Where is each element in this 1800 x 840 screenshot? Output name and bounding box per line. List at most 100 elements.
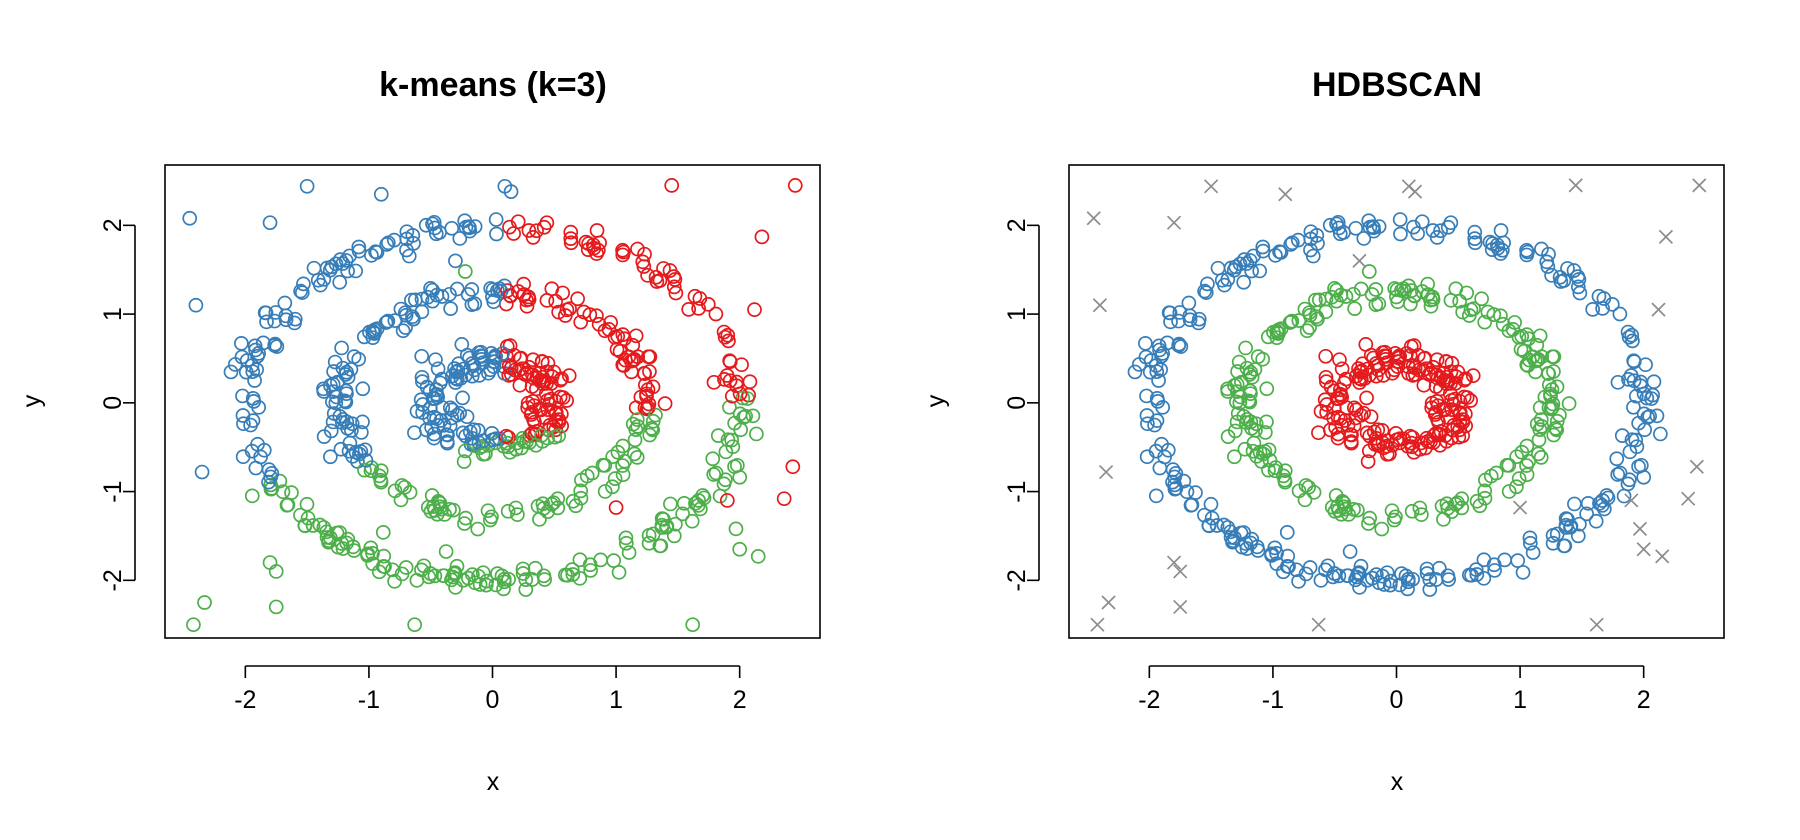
data-point (607, 471, 623, 486)
data-point (502, 288, 518, 303)
data-point (1476, 570, 1492, 586)
data-point (1148, 488, 1164, 504)
data-point (353, 444, 369, 459)
data-point (448, 253, 463, 269)
data-point (1243, 535, 1259, 551)
data-point (1340, 568, 1356, 584)
data-point (1392, 212, 1408, 227)
data-point (429, 387, 445, 403)
data-point (724, 432, 740, 448)
data-point (375, 525, 391, 540)
data-point (1154, 436, 1169, 452)
data-point (1159, 335, 1175, 351)
data-point (1252, 263, 1268, 279)
data-point (1326, 400, 1342, 416)
data-point (1501, 484, 1517, 499)
data-point (1244, 420, 1259, 436)
data-point (1566, 263, 1582, 278)
data-point (1246, 248, 1261, 264)
data-point (1546, 427, 1562, 443)
data-point (398, 560, 414, 575)
data-point (472, 440, 487, 456)
data-point (645, 413, 661, 429)
data-point (1484, 242, 1500, 257)
data-point (1241, 393, 1257, 409)
data-point (279, 497, 295, 513)
data-point (326, 364, 341, 379)
data-point (1531, 432, 1547, 448)
data-point (1250, 349, 1266, 365)
data-point (514, 361, 530, 377)
data-point (419, 379, 435, 395)
data-point (234, 336, 249, 351)
noise-point (1173, 599, 1188, 615)
data-point (1404, 503, 1420, 519)
data-point (488, 577, 504, 593)
data-point (342, 248, 357, 264)
data-point (656, 512, 671, 527)
data-point (1163, 314, 1178, 330)
data-point (306, 260, 322, 276)
data-point (1248, 416, 1264, 432)
data-point (1332, 382, 1348, 398)
data-point (362, 324, 377, 340)
data-point (712, 488, 728, 504)
data-point (1519, 247, 1535, 263)
x-tick-label: 1 (1513, 686, 1527, 714)
data-point (1176, 473, 1192, 489)
data-point (1229, 384, 1245, 399)
data-point (1249, 448, 1265, 464)
data-point (1216, 517, 1232, 533)
data-point (610, 444, 626, 460)
data-point (1258, 425, 1273, 440)
data-point (514, 440, 529, 456)
data-point (1616, 488, 1632, 504)
data-point (1429, 230, 1445, 245)
data-point (1467, 235, 1483, 251)
data-point (1182, 312, 1198, 328)
data-point (589, 223, 605, 238)
data-point (618, 535, 634, 551)
data-point (734, 357, 749, 373)
data-point (340, 263, 355, 279)
data-point (299, 496, 315, 512)
data-point (344, 416, 360, 432)
noise-point (1166, 555, 1182, 570)
data-point (539, 292, 555, 308)
hdbscan-x-label: x (1391, 768, 1404, 796)
data-point (1172, 305, 1188, 320)
data-point (1371, 219, 1387, 234)
data-point (272, 473, 288, 489)
data-point (436, 568, 452, 584)
data-point (728, 521, 744, 537)
data-point (1438, 428, 1453, 443)
data-point (464, 430, 480, 446)
data-point (555, 285, 571, 301)
data-point (659, 519, 675, 534)
noise-point (1166, 215, 1182, 230)
data-point (1422, 572, 1438, 587)
data-point (1183, 497, 1199, 513)
kmeans-panel: k-means (k=3) -2 -1 0 1 2 -2 -1 0 1 2 x y (18, 66, 821, 796)
data-point (676, 495, 692, 511)
data-point (358, 452, 374, 468)
data-point (1246, 435, 1262, 451)
data-point (1198, 285, 1214, 300)
noise-point (1407, 184, 1423, 199)
data-point (637, 246, 652, 262)
data-point (500, 503, 516, 519)
data-point (1361, 443, 1377, 459)
data-point (438, 544, 454, 559)
data-point (267, 338, 283, 353)
data-point (1420, 276, 1436, 292)
data-point (1440, 219, 1456, 235)
data-point (1329, 216, 1344, 232)
hdbscan-x-axis: -2 -1 0 1 2 (1138, 665, 1651, 714)
kmeans-plot-frame (164, 164, 821, 639)
data-point (414, 348, 430, 364)
data-point (657, 396, 673, 411)
data-point (527, 414, 542, 430)
data-point (267, 313, 282, 329)
data-point (1323, 379, 1339, 395)
data-point (546, 495, 561, 511)
